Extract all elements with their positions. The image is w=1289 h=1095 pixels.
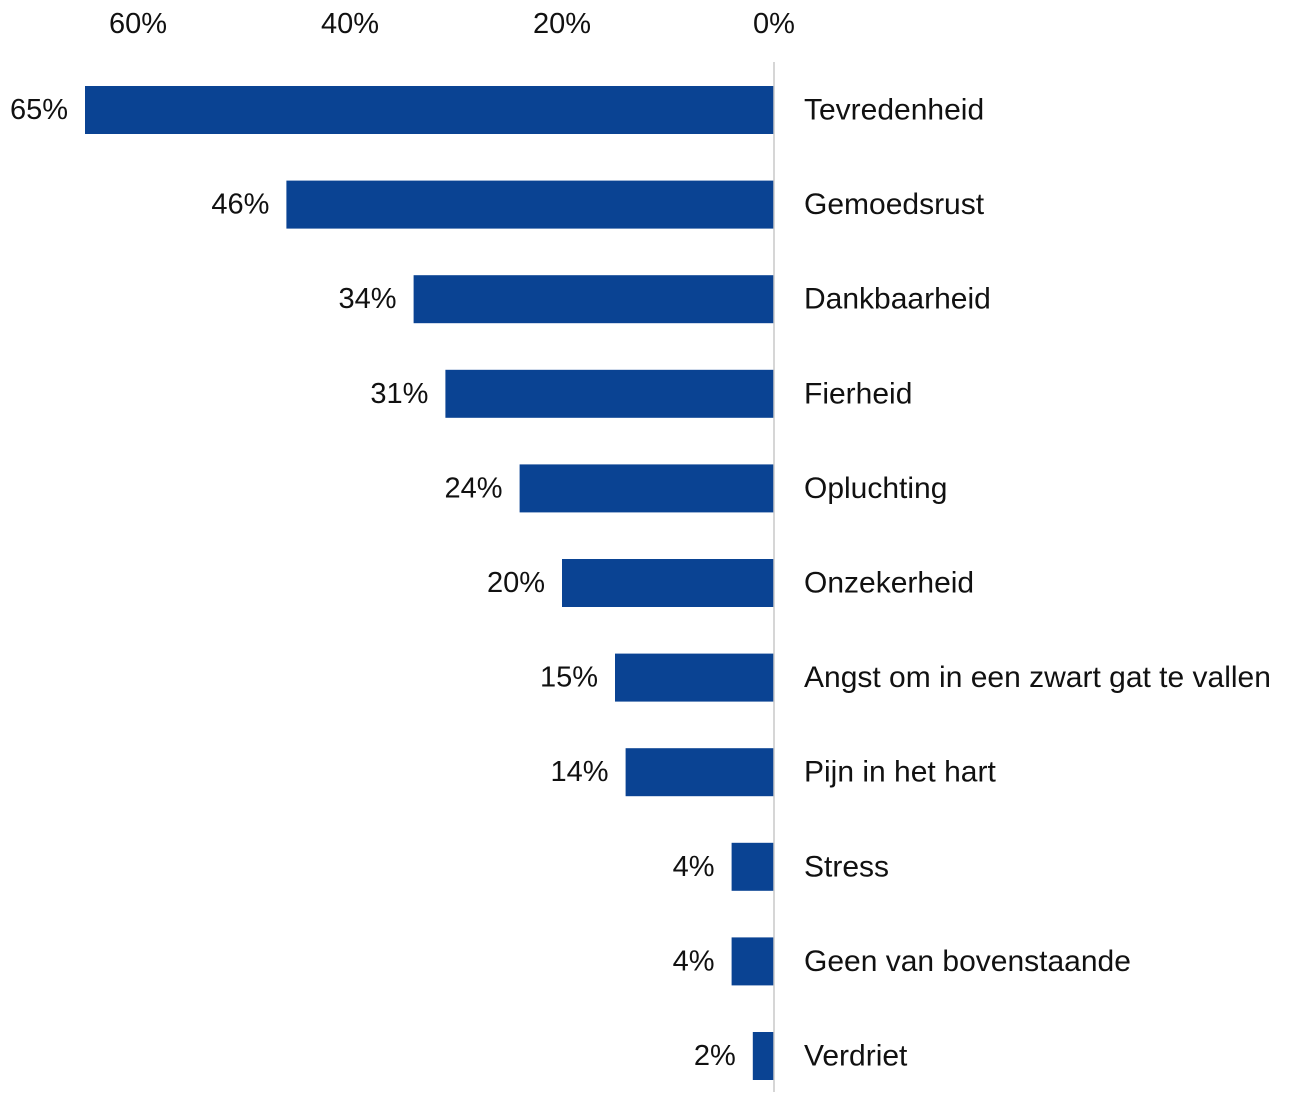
bar-0 bbox=[85, 86, 774, 134]
x-tick-label-3: 0% bbox=[753, 8, 795, 40]
category-label-2: Dankbaarheid bbox=[804, 283, 991, 316]
category-label-7: Pijn in het hart bbox=[804, 756, 996, 789]
bar-2 bbox=[413, 275, 774, 324]
bar-5 bbox=[562, 559, 774, 607]
category-label-6: Angst om in een zwart gat te vallen bbox=[804, 661, 1271, 694]
category-label-0: Tevredenheid bbox=[804, 94, 984, 127]
bar-6 bbox=[615, 653, 774, 702]
data-label-5: 20% bbox=[487, 567, 545, 599]
data-label-2: 34% bbox=[339, 283, 397, 315]
category-label-3: Fierheid bbox=[804, 377, 912, 410]
category-label-8: Stress bbox=[804, 850, 889, 883]
bar-9 bbox=[731, 937, 774, 986]
x-tick-label-1: 40% bbox=[321, 8, 379, 40]
data-label-6: 15% bbox=[540, 662, 598, 694]
category-label-5: Onzekerheid bbox=[804, 567, 974, 600]
bar-1 bbox=[286, 180, 774, 229]
data-label-10: 2% bbox=[694, 1040, 736, 1072]
bar-8 bbox=[731, 842, 774, 891]
data-label-1: 46% bbox=[211, 189, 269, 221]
bar-4 bbox=[519, 464, 774, 513]
data-label-7: 14% bbox=[551, 756, 609, 788]
category-label-1: Gemoedsrust bbox=[804, 188, 985, 221]
category-label-4: Opluchting bbox=[804, 472, 947, 505]
category-label-10: Verdriet bbox=[804, 1040, 908, 1073]
data-label-4: 24% bbox=[445, 472, 503, 504]
bar-10 bbox=[752, 1032, 774, 1080]
data-label-3: 31% bbox=[370, 378, 428, 410]
data-label-9: 4% bbox=[673, 945, 715, 977]
x-tick-label-0: 60% bbox=[109, 8, 167, 40]
data-label-8: 4% bbox=[673, 851, 715, 883]
bar-3 bbox=[445, 369, 774, 418]
data-label-0: 65% bbox=[10, 94, 68, 126]
x-tick-label-2: 20% bbox=[533, 8, 591, 40]
category-label-9: Geen van bovenstaande bbox=[804, 945, 1131, 978]
bar-7 bbox=[625, 748, 774, 797]
